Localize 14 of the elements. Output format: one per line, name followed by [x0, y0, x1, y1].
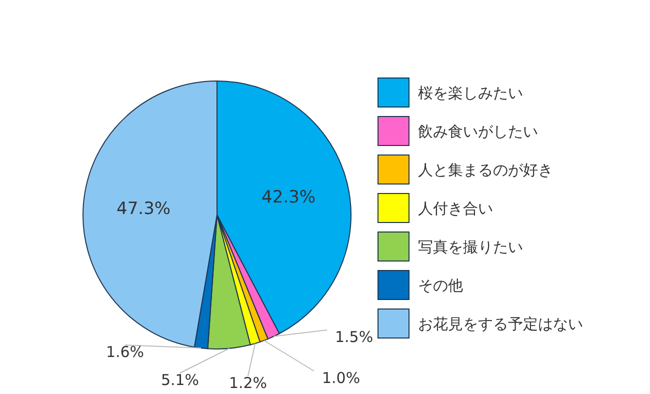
legend-label: 写真を撮りたい: [418, 238, 523, 256]
data-label: 1.6%: [106, 343, 144, 361]
legend-label: 人付き合い: [418, 200, 493, 218]
data-label: 47.3%: [116, 198, 171, 219]
data-label: 5.1%: [160, 371, 200, 389]
legend-label: 桜を楽しみたい: [418, 84, 523, 102]
legend-label: 人と集まるのが好き: [418, 161, 553, 179]
legend-label: 飲み食いがしたい: [418, 122, 538, 140]
data-label: 42.3%: [262, 187, 316, 208]
legend-label: お花見をする予定はない: [418, 315, 583, 333]
data-label: 1.5%: [335, 328, 374, 346]
data-label: 1.2%: [228, 374, 268, 392]
legend-label: その他: [418, 276, 463, 294]
data-label: 1.0%: [322, 369, 360, 387]
